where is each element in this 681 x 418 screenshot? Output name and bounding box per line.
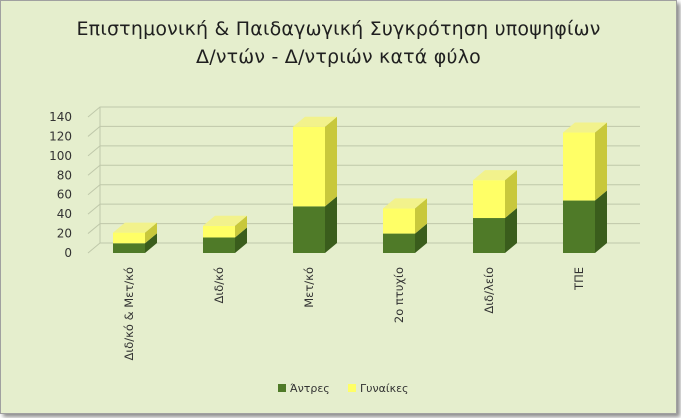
gridline [87, 125, 640, 137]
bar-side [325, 116, 337, 207]
bar-front [563, 200, 595, 253]
legend: Άντρες Γυναίκες [278, 382, 409, 395]
legend-label: Άντρες [290, 382, 330, 395]
x-tick-label: 2ο πτυχίο [392, 267, 406, 323]
bar-stack [383, 198, 427, 253]
gridline [87, 223, 640, 234]
bar-side [505, 170, 517, 219]
x-tick-label: ΤΠΕ [572, 267, 586, 291]
bar-segment-men [293, 196, 337, 253]
x-tick-label: Μετ/κό [302, 267, 316, 308]
bar-segment-women [203, 215, 247, 238]
chart-title: Επιστημονική & Παιδαγωγική Συγκρότηση υπ… [1, 15, 676, 71]
bar-side [235, 227, 247, 253]
bar-stack [203, 215, 247, 253]
bar-front [563, 132, 595, 201]
bar-stack [563, 122, 607, 253]
bar-stack [113, 222, 157, 253]
bar-segment-men [473, 208, 517, 253]
bar-front [383, 233, 415, 253]
bar-front [113, 232, 145, 244]
x-tick-label: Διδ/κό [212, 267, 226, 303]
bar-segment-men [383, 223, 427, 253]
gridline [87, 106, 640, 118]
bar-side [595, 122, 607, 201]
y-tick-label: 140 [49, 110, 72, 124]
bar-top [293, 116, 337, 127]
bar-front [293, 206, 325, 253]
gridline [87, 242, 640, 254]
bar-side [415, 223, 427, 253]
bar-front [113, 243, 145, 253]
bar-side [145, 233, 157, 253]
gridline [87, 203, 640, 215]
bars [113, 116, 607, 253]
bar-top [473, 170, 517, 181]
legend-swatch [278, 384, 286, 392]
gridline [87, 164, 640, 176]
bar-top [113, 222, 157, 233]
y-tick-label: 40 [57, 207, 72, 221]
y-tick-label: 20 [57, 227, 72, 241]
x-tick-label: Διδ/κό & Μετ/κό [122, 267, 136, 361]
bar-side [235, 215, 247, 238]
bar-segment-men [113, 233, 157, 253]
y-tick-label: 60 [57, 188, 72, 202]
bar-side [415, 198, 427, 234]
bar-segment-men [563, 190, 607, 253]
bar-segment-women [113, 222, 157, 244]
bar-side [595, 190, 607, 253]
bar-stack [473, 170, 517, 253]
chart-title-line-2: Δ/ντών - Δ/ντριών κατά φύλο [196, 46, 481, 68]
bar-stack [293, 116, 337, 253]
y-tick-label: 80 [57, 168, 72, 182]
bar-top [563, 122, 607, 133]
gridline [87, 184, 640, 196]
x-axis-labels: Διδ/κό & Μετ/κό Διδ/κό Μετ/κό 2ο πτυχίο Διδ/… [122, 267, 586, 361]
y-tick-label: 0 [64, 246, 72, 260]
bar-front [473, 218, 505, 253]
bar-side [325, 196, 337, 253]
bar-front [203, 225, 235, 238]
bar-segment-women [293, 116, 337, 207]
legend-item-women: Γυναίκες [348, 382, 409, 395]
legend-label: Γυναίκες [360, 382, 409, 395]
y-axis-ticks: 0 20 40 60 80 100 120 140 [49, 110, 72, 260]
legend-item-men: Άντρες [278, 382, 330, 395]
y-tick-label: 100 [49, 149, 72, 163]
bar-side [145, 222, 157, 244]
bar-segment-women [473, 170, 517, 219]
bar-segment-men [203, 227, 247, 253]
y-tick-label: 120 [49, 129, 72, 143]
gridline [87, 145, 640, 157]
legend-swatch [348, 384, 356, 392]
bar-segment-women [383, 198, 427, 234]
bar-segment-women [563, 122, 607, 201]
bar-top [383, 198, 427, 209]
x-tick-label: Διδ/λείο [482, 267, 496, 314]
bar-front [203, 237, 235, 253]
bar-front [383, 208, 415, 234]
bar-top [203, 215, 247, 226]
bar-side [505, 208, 517, 253]
bar-front [473, 180, 505, 219]
chart-title-line-1: Επιστημονική & Παιδαγωγική Συγκρότηση υπ… [76, 18, 601, 40]
gridlines [87, 106, 640, 254]
bar-front [293, 126, 325, 207]
